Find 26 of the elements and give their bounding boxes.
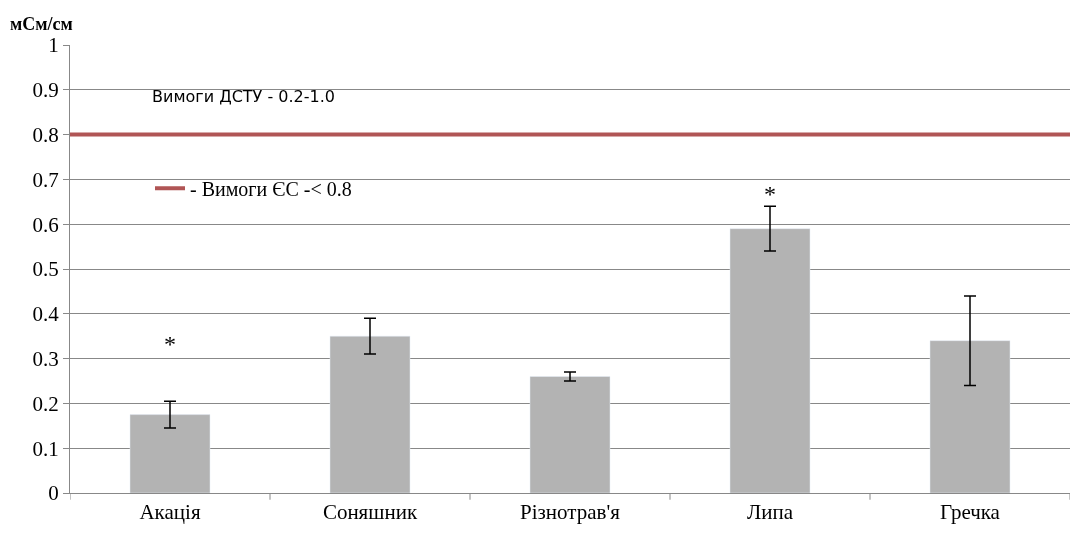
annotation: * <box>164 331 176 357</box>
y-tick-label: 0.1 <box>32 436 59 461</box>
bar <box>729 228 811 493</box>
y-tick-label: 0.2 <box>32 391 59 416</box>
y-tick-label: 0.3 <box>32 346 59 371</box>
y-tick-label: 0 <box>48 481 59 506</box>
bar <box>529 376 611 493</box>
bar <box>329 335 411 493</box>
bar <box>129 414 211 493</box>
x-tick-label: Гречка <box>940 500 1001 525</box>
y-axis-title: мСм/см <box>10 14 73 34</box>
x-tick-label: Різнотрав'я <box>520 500 621 525</box>
y-tick-label: 0.8 <box>32 122 59 147</box>
y-tick-label: 0.4 <box>32 302 60 327</box>
bar <box>929 340 1011 493</box>
y-tick-label: 1 <box>48 33 59 58</box>
x-tick-label: Соняшник <box>322 500 418 525</box>
annotation: * <box>764 181 776 207</box>
y-tick-label: 0.6 <box>32 212 59 237</box>
legend-label: - Вимоги ЄС -< 0.8 <box>190 178 352 201</box>
x-tick-label: Акація <box>139 500 201 525</box>
y-tick-label: 0.9 <box>32 78 59 103</box>
y-tick-label: 0.7 <box>32 167 59 192</box>
annotation: Вимоги ДСТУ - 0.2-1.0 <box>152 87 335 106</box>
y-tick-label: 0.5 <box>32 257 59 282</box>
x-tick-label: Липа <box>746 500 794 525</box>
